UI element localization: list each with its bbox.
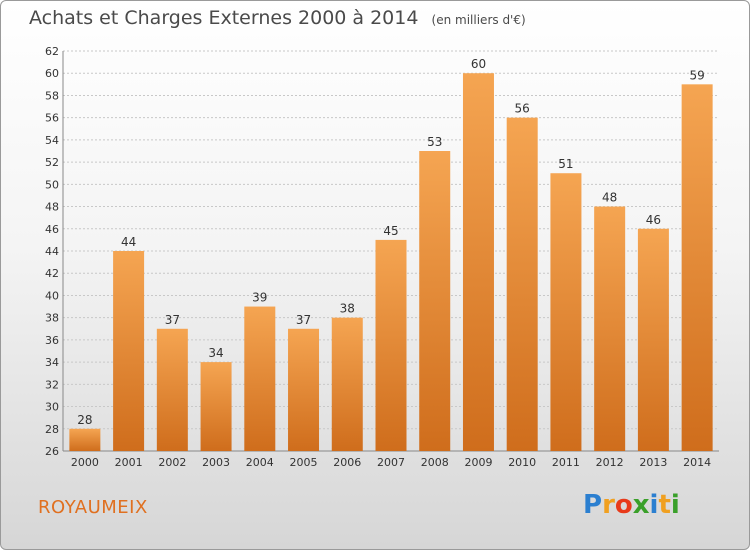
y-tick-label: 34: [45, 356, 59, 369]
y-tick-label: 36: [45, 334, 59, 347]
y-tick-label: 50: [45, 178, 59, 191]
logo-letter: i: [670, 490, 680, 520]
data-label-2009: 60: [471, 57, 486, 71]
y-tick-label: 32: [45, 378, 59, 391]
title-row: Achats et Charges Externes 2000 à 2014 (…: [29, 7, 526, 29]
x-tick-label-2003: 2003: [202, 456, 230, 469]
data-label-2007: 45: [383, 224, 398, 238]
data-label-2001: 44: [121, 235, 136, 249]
bar-2011: [550, 173, 582, 451]
y-tick-label: 28: [45, 423, 59, 436]
bar-2009: [462, 73, 494, 451]
town-name: ROYAUMEIX: [38, 497, 148, 518]
bar-2013: [637, 228, 669, 451]
bar-layer: [69, 73, 713, 452]
logo-letter: i: [649, 490, 659, 520]
y-tick-label: 48: [45, 201, 59, 214]
bar-2007: [375, 239, 407, 451]
bar-2010: [506, 117, 538, 452]
data-label-2014: 59: [689, 68, 704, 82]
y-tick-label: 52: [45, 156, 59, 169]
data-label-2006: 38: [340, 302, 355, 316]
y-tick-label: 58: [45, 89, 59, 102]
data-label-2003: 34: [208, 346, 223, 360]
bar-2006: [331, 317, 363, 451]
x-tick-label-2009: 2009: [464, 456, 492, 469]
x-tick-label-2012: 2012: [596, 456, 624, 469]
data-label-2005: 37: [296, 313, 311, 327]
x-tick-label-2013: 2013: [639, 456, 667, 469]
data-label-2008: 53: [427, 135, 442, 149]
label-layer: 28 44 37 34 39 37 38 45 53 60 56 51 48 46 59: [77, 57, 705, 427]
logo-letter: x: [632, 490, 650, 520]
x-tick-label-2006: 2006: [333, 456, 361, 469]
bar-2000: [69, 428, 101, 451]
logo-letter: P: [583, 490, 603, 520]
y-tick-label: 60: [45, 67, 59, 80]
y-tick-label: 26: [45, 445, 59, 458]
bar-2008: [419, 151, 451, 451]
x-tick-label-2000: 2000: [71, 456, 99, 469]
bar-2005: [288, 328, 320, 451]
bar-2001: [113, 251, 145, 451]
bar-2002: [156, 328, 188, 451]
bar-2003: [200, 362, 232, 451]
logo-letter: r: [602, 490, 615, 520]
x-tick-label-2002: 2002: [158, 456, 186, 469]
logo-letter: o: [614, 490, 633, 520]
bar-2014: [681, 84, 713, 451]
x-tick-label-2004: 2004: [246, 456, 274, 469]
x-tick-label-2008: 2008: [421, 456, 449, 469]
chart-title: Achats et Charges Externes 2000 à 2014: [29, 7, 419, 29]
y-tick-label: 40: [45, 289, 59, 302]
data-label-2000: 28: [77, 413, 92, 427]
y-tick-label: 46: [45, 223, 59, 236]
data-label-2002: 37: [165, 313, 180, 327]
y-tick-label: 38: [45, 312, 59, 325]
x-tick-label-2007: 2007: [377, 456, 405, 469]
data-label-2004: 39: [252, 291, 267, 305]
bar-2004: [244, 306, 276, 451]
x-tick-label-2005: 2005: [290, 456, 318, 469]
y-tick-label: 56: [45, 112, 59, 125]
logo-letter: t: [658, 490, 671, 520]
y-tick-label: 62: [45, 45, 59, 58]
x-tick-label-2010: 2010: [508, 456, 536, 469]
data-label-2010: 56: [515, 102, 530, 116]
data-label-2011: 51: [558, 157, 573, 171]
data-label-2013: 46: [646, 213, 661, 227]
y-tick-label: 44: [45, 245, 59, 258]
x-tick-label-2011: 2011: [552, 456, 580, 469]
bar-2012: [594, 206, 626, 451]
y-tick-label: 30: [45, 401, 59, 414]
data-label-2012: 48: [602, 191, 617, 205]
x-tick-label-2001: 2001: [115, 456, 143, 469]
proxiti-logo[interactable]: Proxiti: [583, 490, 680, 520]
y-tick-label: 54: [45, 134, 59, 147]
x-tick-label-2014: 2014: [683, 456, 711, 469]
chart-unit: (en milliers d'€): [431, 13, 526, 27]
y-tick-label: 42: [45, 267, 59, 280]
